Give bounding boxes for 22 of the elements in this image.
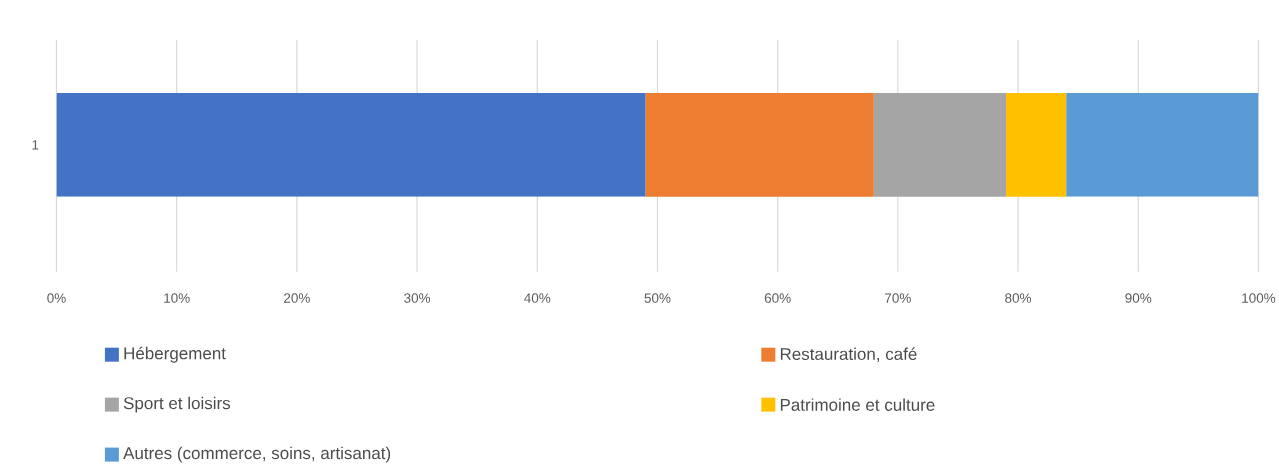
legend-label: Sport et loisirs — [123, 396, 231, 413]
x-tick-label: 100% — [1242, 293, 1276, 304]
x-tick-label: 60% — [764, 293, 791, 304]
x-tick-label: 70% — [885, 293, 911, 304]
bar — [645, 93, 874, 198]
x-tick-label: 10% — [164, 293, 190, 304]
bar — [1066, 93, 1259, 198]
bar — [56, 93, 646, 198]
legend-label: Restauration, café — [780, 347, 917, 363]
x-tick-label: 30% — [404, 293, 431, 304]
x-tick-label: 50% — [644, 293, 671, 304]
bar — [1006, 93, 1067, 198]
x-tick-label: 80% — [1005, 293, 1032, 304]
x-tick-label: 40% — [524, 293, 551, 304]
x-tick-label: 20% — [284, 293, 310, 304]
legend-label: Patrimoine et culture — [780, 398, 935, 412]
x-tick-label: 0% — [47, 293, 66, 304]
legend-label: Autres (commerce, soins, artisanat) — [123, 446, 391, 463]
bar — [873, 93, 1007, 198]
y-tick-label: 1 — [32, 140, 39, 150]
legend-label: Hébergement — [124, 346, 226, 363]
x-tick-label: 90% — [1125, 293, 1152, 304]
